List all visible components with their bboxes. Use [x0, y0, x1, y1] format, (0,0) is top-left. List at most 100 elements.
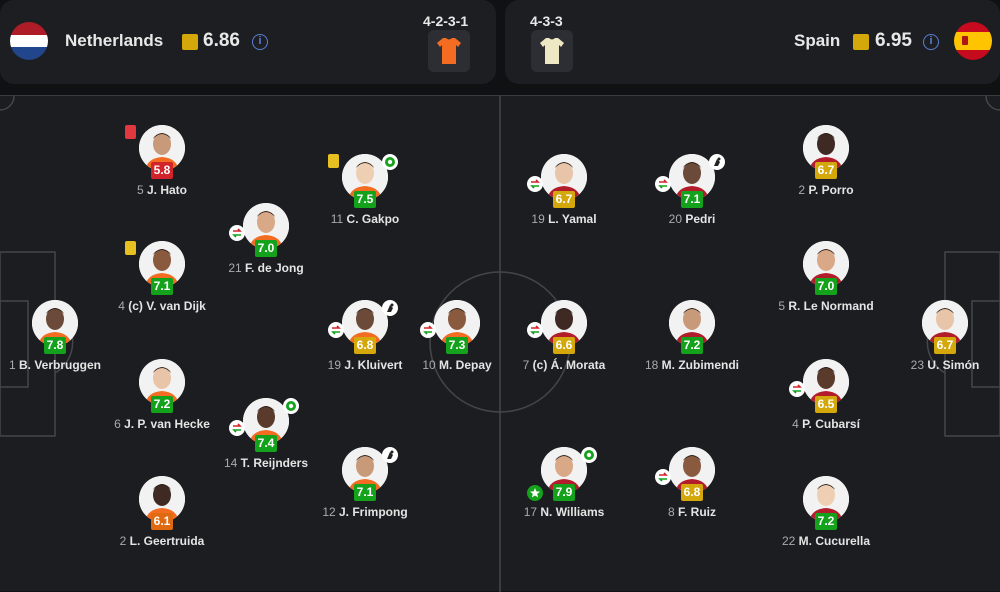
- player-williams[interactable]: 7.9 17 N. Williams: [524, 447, 604, 519]
- player-name: 11 C. Gakpo: [285, 212, 445, 226]
- player-name: 2 P. Porro: [746, 183, 906, 197]
- player-avatar[interactable]: [803, 476, 849, 522]
- away-team-name[interactable]: Spain: [794, 31, 841, 50]
- player-number: 11: [330, 212, 347, 226]
- player-name-text: U. Simón: [927, 358, 980, 372]
- player-name: 5 R. Le Normand: [746, 299, 906, 313]
- player-rating: 7.2: [151, 396, 173, 413]
- player-ruiz[interactable]: 6.8 8 F. Ruiz: [655, 447, 716, 519]
- player-of-match-star-icon: [527, 485, 543, 501]
- player-vandijk[interactable]: 7.1 4 (c) V. van Dijk: [118, 241, 206, 313]
- player-avatar[interactable]: [243, 398, 289, 444]
- player-pedri[interactable]: 7.1 20 Pedri: [655, 154, 725, 226]
- player-rating: 7.4: [255, 435, 277, 452]
- player-name: 17 N. Williams: [484, 505, 644, 519]
- player-rating: 7.8: [44, 337, 66, 354]
- player-name-text: L. Geertruida: [129, 534, 205, 548]
- player-reijnders[interactable]: 7.4 14 T. Reijnders: [224, 398, 308, 470]
- home-kit-icon: [428, 30, 470, 72]
- player-rating: 7.1: [354, 484, 376, 501]
- goal-icon: [581, 447, 597, 463]
- player-rating: 6.5: [815, 396, 837, 413]
- player-rating: 6.8: [681, 484, 703, 501]
- player-rating: 7.1: [681, 191, 703, 208]
- assist-icon: [709, 154, 725, 170]
- player-gakpo[interactable]: 7.5 11 C. Gakpo: [328, 154, 399, 226]
- player-morata[interactable]: 6.6 7 (c) Á. Morata: [523, 300, 605, 372]
- player-geertruida[interactable]: 6.1 2 L. Geertruida: [120, 476, 204, 548]
- player-rating: 5.8: [151, 162, 173, 179]
- info-icon[interactable]: i: [252, 34, 268, 50]
- player-verbruggen[interactable]: 7.8 1 B. Verbruggen: [9, 300, 101, 372]
- player-porro[interactable]: 6.7 2 P. Porro: [798, 125, 854, 197]
- player-name: 19 J. Kluivert: [285, 358, 445, 372]
- player-depay[interactable]: 7.3 10 M. Depay: [420, 300, 492, 372]
- home-team-rating: 6.86: [203, 30, 240, 51]
- player-avatar[interactable]: [541, 154, 587, 200]
- home-team-name[interactable]: Netherlands: [65, 31, 164, 50]
- player-name-text: J. Frimpong: [339, 505, 408, 519]
- player-name: 22 M. Cucurella: [746, 534, 906, 548]
- player-rating: 7.2: [681, 337, 703, 354]
- away-kit-icon: [531, 30, 573, 72]
- player-number: 5: [778, 299, 789, 313]
- player-zubimendi[interactable]: 7.2 18 M. Zubimendi: [645, 300, 739, 372]
- substitution-icon: [527, 322, 543, 338]
- player-rating: 7.3: [446, 337, 468, 354]
- player-rating: 7.5: [354, 191, 376, 208]
- player-name-text: M. Cucurella: [798, 534, 871, 548]
- player-number: 19: [327, 358, 345, 372]
- player-name: 1 B. Verbruggen: [0, 358, 135, 372]
- substitution-icon: [527, 176, 543, 192]
- player-rating: 7.0: [255, 240, 277, 257]
- player-name: 8 F. Ruiz: [612, 505, 772, 519]
- player-rating: 7.1: [151, 278, 173, 295]
- player-name-text: Pedri: [685, 212, 716, 226]
- assist-icon: [382, 300, 398, 316]
- player-name-text: P. Cubarsí: [802, 417, 860, 431]
- player-name-text: M. Depay: [439, 358, 492, 372]
- player-rating: 7.9: [553, 484, 575, 501]
- goal-icon: [382, 154, 398, 170]
- player-hato[interactable]: 5.8 5 J. Hato: [125, 125, 187, 197]
- player-number: 5: [136, 183, 147, 197]
- player-number: 20: [668, 212, 686, 226]
- player-number: 10: [422, 358, 439, 372]
- player-name: 12 J. Frimpong: [285, 505, 445, 519]
- player-rating: 6.7: [815, 162, 837, 179]
- player-name-text: F. de Jong: [245, 261, 304, 275]
- player-rating: 7.2: [815, 513, 837, 530]
- player-name: 23 U. Simón: [865, 358, 1000, 372]
- player-rating: 6.8: [354, 337, 376, 354]
- player-number: 7: [522, 358, 533, 372]
- away-team-rating: 6.95: [875, 30, 912, 51]
- substitution-icon: [229, 225, 245, 241]
- player-dejong[interactable]: 7.0 21 F. de Jong: [228, 203, 304, 275]
- player-name-text: T. Reijnders: [240, 456, 309, 470]
- player-rating: 6.7: [553, 191, 575, 208]
- player-cucurella[interactable]: 7.2 22 M. Cucurella: [782, 476, 870, 548]
- player-name-text: J. Kluivert: [344, 358, 403, 372]
- player-rating: 7.0: [815, 278, 837, 295]
- player-name-text: L. Yamal: [548, 212, 597, 226]
- player-name: 5 J. Hato: [82, 183, 242, 197]
- info-icon[interactable]: i: [923, 34, 939, 50]
- player-name-text: P. Porro: [808, 183, 854, 197]
- player-number: 4: [118, 299, 129, 313]
- player-rating: 6.6: [553, 337, 575, 354]
- player-vanhecke[interactable]: 7.2 6 J. P. van Hecke: [114, 359, 210, 431]
- player-name: 6 J. P. van Hecke: [82, 417, 242, 431]
- player-cubarsi[interactable]: 6.5 4 P. Cubarsí: [789, 359, 860, 431]
- player-simon[interactable]: 6.7 23 U. Simón: [911, 300, 979, 372]
- substitution-icon: [789, 381, 805, 397]
- player-name-text: J. Hato: [147, 183, 188, 197]
- yellow-card-icon: [125, 241, 136, 255]
- player-frimpong[interactable]: 7.1 12 J. Frimpong: [322, 447, 408, 519]
- player-lenormand[interactable]: 7.0 5 R. Le Normand: [778, 241, 874, 313]
- player-name: 7 (c) Á. Morata: [484, 358, 644, 372]
- netherlands-flag-icon: [10, 22, 48, 60]
- player-kluivert[interactable]: 6.8 19 J. Kluivert: [328, 300, 402, 372]
- player-yamal[interactable]: 6.7 19 L. Yamal: [527, 154, 597, 226]
- player-name: 4 P. Cubarsí: [746, 417, 906, 431]
- home-formation: 4-2-3-1: [423, 13, 469, 29]
